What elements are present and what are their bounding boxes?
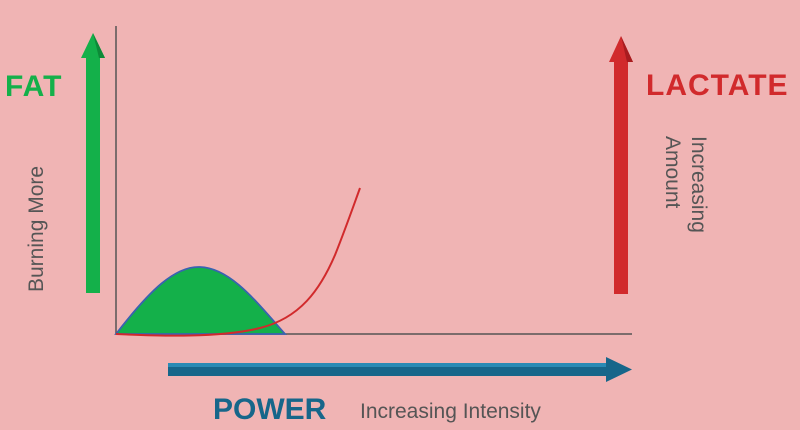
power-arrow-right	[168, 357, 632, 382]
fat-burning-area	[114, 266, 287, 335]
lactate-label: LACTATE	[646, 69, 789, 102]
lactate-curve	[115, 187, 361, 337]
power-axis-label: Increasing Intensity	[360, 400, 541, 423]
lactate-axis-label-line2: Amount	[661, 136, 684, 209]
power-label: POWER	[213, 393, 327, 426]
lactate-arrow-up	[609, 36, 633, 294]
lactate-axis-label-line1: Increasing	[687, 136, 710, 233]
fat-axis-label: Burning More	[25, 166, 48, 292]
fat-label: FAT	[5, 70, 62, 103]
fat-arrow-up	[81, 33, 105, 293]
